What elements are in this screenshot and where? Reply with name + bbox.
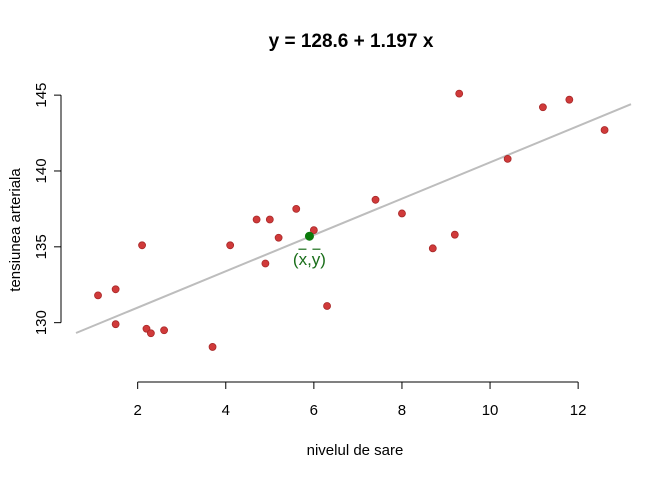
data-point (309, 226, 318, 235)
data-point (160, 326, 168, 335)
data-point (111, 320, 120, 329)
x-tick-label: 12 (570, 402, 587, 419)
data-point (138, 241, 146, 250)
data-point (146, 329, 155, 338)
data-point (261, 259, 270, 268)
data-point (503, 154, 512, 163)
data-point (455, 89, 464, 98)
y-tick-label: 140 (33, 158, 50, 183)
data-point (450, 230, 459, 239)
regression-line-layer (75, 103, 632, 334)
data-point (428, 244, 437, 253)
data-point (292, 204, 301, 213)
x-tick-label: 6 (310, 402, 318, 419)
data-point (208, 343, 217, 351)
points-layer (94, 89, 609, 351)
y-axis: 130 135 140 145 (33, 83, 62, 335)
chart-title: y = 128.6 + 1.197 x (269, 31, 434, 52)
y-tick-label: 130 (33, 310, 50, 335)
centroid-point (304, 231, 314, 241)
data-point (565, 95, 574, 104)
regression-line (75, 103, 632, 334)
x-tick-label: 2 (133, 402, 141, 419)
data-point (252, 215, 261, 224)
data-point (323, 302, 331, 310)
x-axis-label: nivelul de sare (307, 442, 404, 459)
y-tick-label: 135 (33, 234, 50, 259)
data-point (265, 215, 274, 224)
y-tick-label: 145 (33, 83, 50, 108)
x-tick-label: 4 (222, 402, 230, 419)
data-point (600, 126, 609, 134)
data-point (539, 103, 547, 112)
x-tick-label: 10 (482, 402, 499, 419)
x-axis: 2 4 6 8 10 12 (133, 381, 587, 419)
y-axis-label: tensiunea arteriala (7, 168, 24, 292)
data-point (371, 195, 380, 204)
centroid-label: (x,y) (293, 250, 326, 269)
data-point (94, 291, 102, 300)
data-point (398, 209, 406, 218)
data-point (226, 241, 235, 250)
data-point (111, 285, 120, 294)
data-point (274, 233, 283, 242)
x-tick-label: 8 (398, 402, 406, 419)
centroid-layer: (x,y) (293, 231, 326, 269)
